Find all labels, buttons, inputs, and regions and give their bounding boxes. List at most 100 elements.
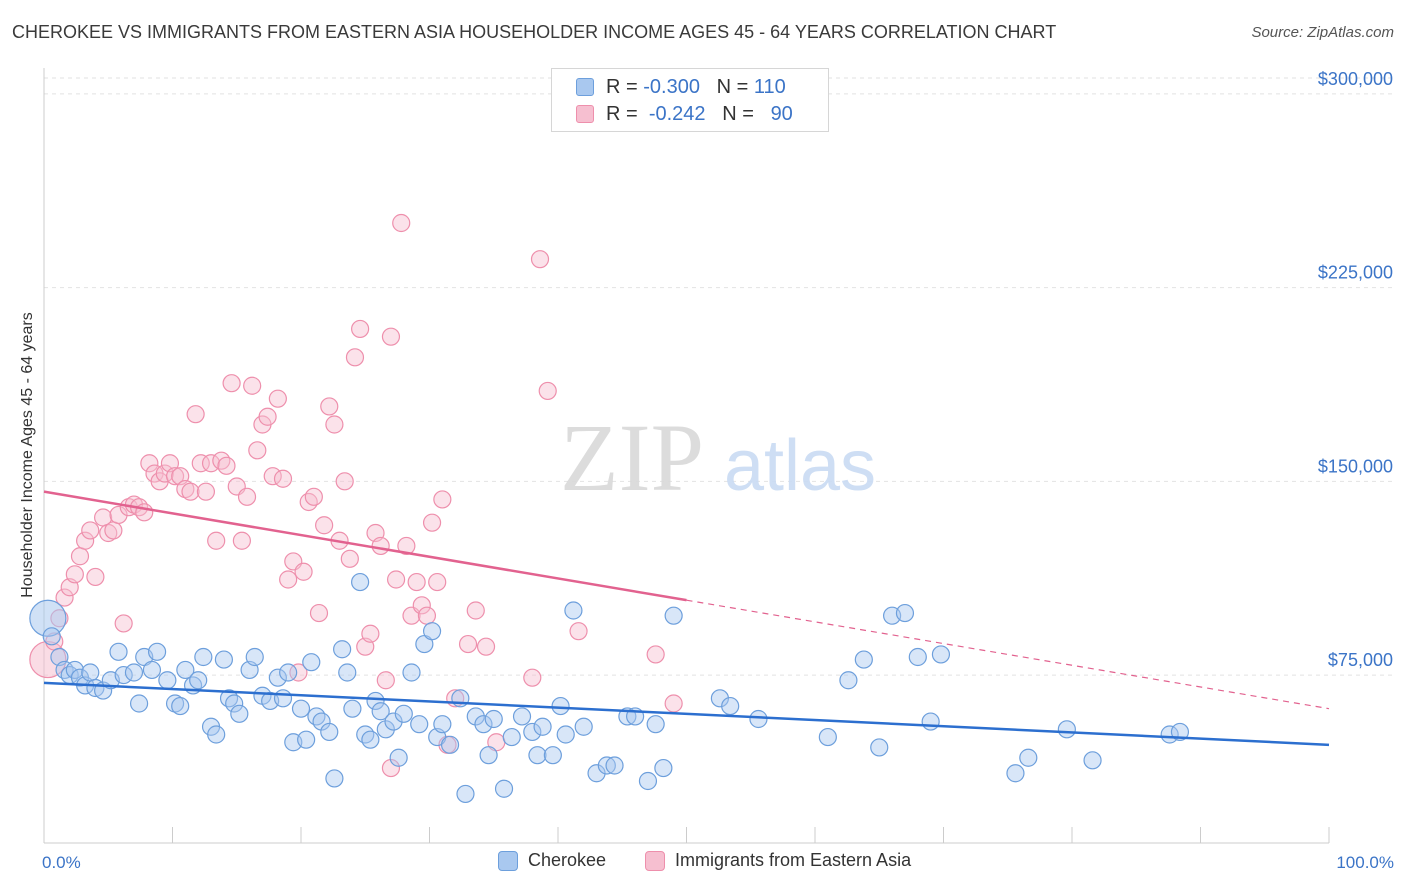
- y-tick-label: $300,000: [1318, 69, 1393, 89]
- cherokee-point: [351, 572, 370, 592]
- cherokee-point: [410, 715, 429, 734]
- stats-legend: R = -0.300 N = 110 R = -0.242 N = 90: [551, 68, 829, 132]
- cherokee-point: [273, 689, 293, 708]
- cherokee-point: [605, 756, 624, 775]
- cherokee-point: [165, 694, 185, 713]
- eastern-asia-point: [70, 547, 90, 566]
- eastern-asia-point: [155, 464, 174, 483]
- cherokee-point: [338, 663, 357, 682]
- cherokee-point: [551, 696, 570, 716]
- eastern-asia-point: [99, 523, 118, 543]
- eastern-asia-point: [325, 415, 344, 434]
- eastern-asia-point: [86, 567, 105, 587]
- cherokee-point: [870, 738, 889, 757]
- eastern-asia-point: [320, 397, 339, 416]
- cherokee-point: [433, 715, 452, 734]
- cherokee-point: [171, 696, 190, 716]
- cherokee-point: [818, 727, 837, 747]
- cherokee-point: [494, 779, 514, 798]
- series-legend: Cherokee Immigrants from Eastern Asia: [0, 850, 1406, 878]
- eastern-asia-point: [232, 531, 251, 550]
- legend-label: Immigrants from Eastern Asia: [675, 850, 912, 870]
- cherokee-point: [230, 704, 249, 723]
- eastern-asia-point: [397, 536, 416, 556]
- eastern-asia-point: [114, 614, 133, 633]
- cherokee-point: [1057, 720, 1076, 739]
- y-tick-label: $75,000: [1328, 650, 1393, 670]
- eastern-asia-point: [65, 565, 84, 584]
- cherokee-point: [320, 722, 339, 742]
- cherokee-point: [307, 707, 326, 726]
- eastern-asia-swatch: [576, 105, 594, 123]
- cherokee-point: [81, 663, 100, 682]
- legend-item-eastern-asia[interactable]: Immigrants from Eastern Asia: [645, 850, 911, 871]
- cherokee-legend-swatch: [498, 850, 518, 871]
- eastern-asia-point: [55, 588, 74, 607]
- cherokee-point: [109, 642, 128, 661]
- cherokee-point: [158, 671, 177, 690]
- cherokee-point: [1006, 764, 1025, 783]
- cherokee-point: [114, 665, 133, 685]
- eastern-asia-point: [417, 606, 437, 625]
- r-label: R =: [606, 102, 638, 125]
- y-tick-label: $150,000: [1318, 456, 1393, 476]
- cherokee-point: [1170, 722, 1190, 742]
- cherokee-point: [325, 769, 344, 788]
- eastern-asia-point: [345, 348, 365, 367]
- cherokee-point: [664, 606, 683, 625]
- eastern-asia-point: [386, 570, 406, 589]
- cherokee-point: [908, 647, 927, 667]
- eastern-asia-point: [392, 213, 411, 233]
- cherokee-point: [219, 689, 239, 708]
- watermark-atlas: atlas: [724, 426, 876, 506]
- cherokee-point: [279, 663, 298, 682]
- legend-item-cherokee[interactable]: Cherokee: [498, 850, 606, 871]
- eastern-asia-point: [76, 531, 95, 550]
- eastern-asia-point: [196, 482, 216, 501]
- eastern-asia-legend-swatch: [645, 850, 665, 871]
- stats-row-cherokee: R = -0.300 N = 110: [576, 73, 786, 101]
- eastern-asia-point: [207, 531, 226, 550]
- cherokee-point: [147, 642, 167, 661]
- cherokee-trend-line: [43, 681, 1330, 747]
- cherokee-point: [931, 645, 951, 664]
- cherokee-point: [142, 660, 162, 680]
- cherokee-point: [422, 622, 442, 641]
- chart-title: CHEROKEE VS IMMIGRANTS FROM EASTERN ASIA…: [12, 22, 1057, 42]
- cherokee-point: [124, 663, 144, 682]
- eastern-asia-point: [268, 389, 287, 408]
- r-label: R =: [606, 75, 638, 98]
- eastern-asia-point: [186, 405, 205, 424]
- cherokee-point: [176, 660, 195, 680]
- y-tick-label: $225,000: [1318, 263, 1393, 283]
- cherokee-point: [749, 709, 768, 729]
- n-label: N =: [716, 75, 749, 98]
- n-label: N =: [722, 102, 754, 125]
- eastern-asia-point: [289, 663, 308, 682]
- cherokee-point: [1019, 748, 1038, 767]
- eastern-asia-point: [29, 640, 67, 679]
- eastern-asia-point: [646, 645, 665, 664]
- cherokee-point: [245, 647, 264, 667]
- eastern-asia-point: [248, 441, 267, 460]
- eastern-asia-point: [279, 570, 298, 589]
- eastern-asia-point: [351, 319, 370, 339]
- cherokee-point: [543, 746, 562, 765]
- cherokee-point: [528, 746, 547, 765]
- cherokee-point: [854, 650, 873, 669]
- stats-row-eastern-asia: R = -0.242 N = 90: [576, 100, 793, 128]
- cherokee-point: [721, 696, 740, 716]
- eastern-asia-point: [294, 562, 313, 581]
- eastern-asia-point: [569, 622, 588, 641]
- eastern-asia-point: [243, 376, 262, 395]
- cherokee-point: [1160, 725, 1179, 744]
- eastern-asia-point: [476, 637, 496, 656]
- eastern-asia-point: [412, 596, 431, 615]
- eastern-asia-point: [217, 456, 236, 475]
- cherokee-point: [214, 650, 233, 669]
- eastern-asia-point: [181, 482, 200, 501]
- cherokee-point: [302, 653, 321, 672]
- eastern-asia-point: [237, 487, 257, 506]
- watermark-zip: ZIP: [560, 404, 704, 511]
